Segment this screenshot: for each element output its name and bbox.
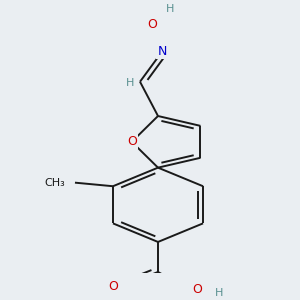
Text: O: O xyxy=(108,280,118,293)
Text: H: H xyxy=(126,78,134,88)
Text: O: O xyxy=(192,283,202,296)
Text: H: H xyxy=(166,4,174,14)
Text: O: O xyxy=(147,18,157,31)
Text: O: O xyxy=(127,135,137,148)
Text: CH₃: CH₃ xyxy=(44,178,65,188)
Text: H: H xyxy=(215,288,223,298)
Text: N: N xyxy=(157,45,167,58)
